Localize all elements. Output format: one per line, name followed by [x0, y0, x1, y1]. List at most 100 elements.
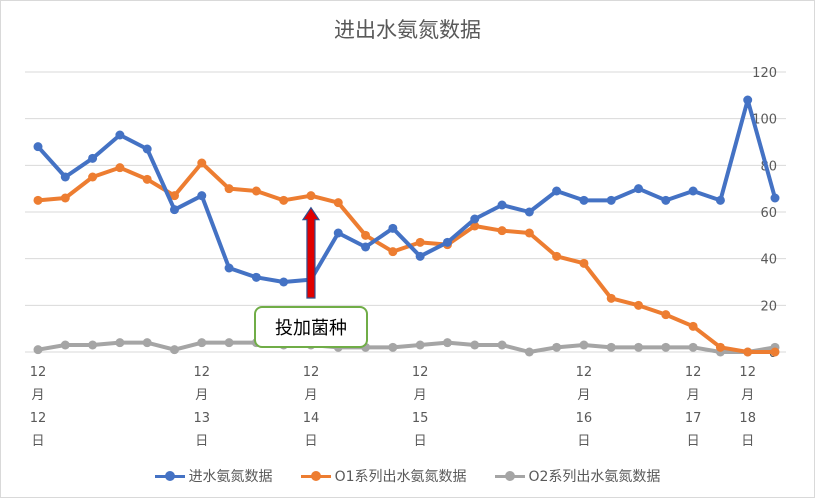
series-2-point-0: [33, 345, 43, 355]
y-tick-40: 40: [760, 253, 777, 268]
annotation-arrow-shape: [301, 206, 321, 299]
series-1-point-7: [224, 184, 234, 194]
series-2-point-6: [197, 338, 207, 348]
y-axis-ticks: 020406080100120: [752, 66, 777, 361]
series-0-point-11: [333, 228, 343, 238]
legend-item-2: O2系列出水氨氮数据: [494, 466, 661, 486]
series-2-point-24: [688, 342, 698, 352]
annotation-label: 投加菌种: [254, 306, 368, 348]
series-0-point-12: [361, 242, 371, 252]
y-tick-20: 20: [760, 299, 777, 314]
series-2-point-3: [115, 338, 125, 348]
series-0-point-22: [634, 184, 644, 194]
series-1-point-17: [497, 226, 507, 236]
series-2-point-18: [524, 347, 534, 357]
series-1-point-26: [743, 347, 753, 357]
series-1-point-23: [661, 310, 671, 320]
series-0-point-25: [715, 195, 725, 205]
y-tick-60: 60: [760, 206, 777, 221]
series-1-point-24: [688, 321, 698, 331]
series-1-point-27: [770, 347, 780, 357]
series-1-point-4: [142, 174, 152, 184]
series-2-point-14: [415, 340, 425, 350]
series-2-point-17: [497, 340, 507, 350]
series-2-point-5: [169, 345, 179, 355]
x-tick-label-20-1: 月: [577, 388, 590, 403]
legend: 进水氨氮数据 O1系列出水氨氮数据 O2系列出水氨氮数据: [0, 466, 815, 486]
x-tick-label-10-2: 14: [303, 411, 320, 426]
series-2-point-4: [142, 338, 152, 348]
series-0-point-26: [743, 95, 753, 105]
x-tick-label-14-0: 12: [412, 365, 429, 380]
series-2-point-21: [606, 342, 616, 352]
series-1-point-8: [251, 186, 261, 196]
series-1-point-21: [606, 293, 616, 303]
series-0-point-18: [524, 207, 534, 217]
series-2-point-7: [224, 338, 234, 348]
x-tick-label-26-3: 日: [741, 434, 754, 449]
x-tick-label-24-1: 月: [687, 388, 700, 403]
series-0-point-17: [497, 200, 507, 210]
series-1-point-3: [115, 163, 125, 173]
x-tick-label-0-3: 日: [31, 434, 44, 449]
x-tick-label-26-2: 18: [739, 411, 756, 426]
series-1-point-20: [579, 258, 589, 268]
series-1-point-2: [88, 172, 98, 182]
annotation-arrow: [301, 206, 321, 299]
series-lines: [33, 95, 780, 357]
x-tick-label-14-2: 15: [412, 411, 429, 426]
series-0-point-14: [415, 251, 425, 261]
series-2-point-19: [552, 342, 562, 352]
series-1-point-22: [634, 300, 644, 310]
x-tick-label-20-3: 日: [577, 434, 590, 449]
series-2-point-23: [661, 342, 671, 352]
series-0-point-20: [579, 195, 589, 205]
series-0-point-23: [661, 195, 671, 205]
legend-swatch-2: [494, 470, 525, 482]
x-tick-label-26-1: 月: [741, 388, 754, 403]
series-1-point-14: [415, 237, 425, 247]
series-0-point-27: [770, 193, 780, 203]
x-tick-label-6-0: 12: [194, 365, 211, 380]
series-2-point-2: [88, 340, 98, 350]
series-0-point-2: [88, 153, 98, 163]
series-0-point-24: [688, 186, 698, 196]
legend-label-2: O2系列出水氨氮数据: [528, 469, 661, 485]
series-2-point-20: [579, 340, 589, 350]
series-0-point-21: [606, 195, 616, 205]
x-tick-label-24-2: 17: [685, 411, 702, 426]
series-1-point-0: [33, 195, 43, 205]
series-1-point-18: [524, 228, 534, 238]
series-1-point-10: [306, 191, 316, 201]
x-tick-label-6-2: 13: [194, 411, 211, 426]
x-tick-label-20-0: 12: [576, 365, 593, 380]
x-tick-label-0-2: 12: [30, 411, 47, 426]
series-2-point-13: [388, 342, 398, 352]
series-0-point-15: [442, 237, 452, 247]
series-1-point-19: [552, 251, 562, 261]
x-tick-label-14-3: 日: [414, 434, 427, 449]
series-0-point-5: [169, 205, 179, 215]
series-1-point-9: [279, 195, 289, 205]
series-1-point-11: [333, 198, 343, 208]
series-0-point-19: [552, 186, 562, 196]
y-tick-120: 120: [752, 66, 777, 81]
series-2-point-1: [60, 340, 70, 350]
series-0-point-1: [60, 172, 70, 182]
gridlines: [25, 71, 786, 353]
x-tick-label-26-0: 12: [739, 365, 756, 380]
x-tick-label-10-1: 月: [304, 388, 317, 403]
x-tick-label-10-0: 12: [303, 365, 320, 380]
x-tick-label-20-2: 16: [576, 411, 593, 426]
series-2-point-22: [634, 342, 644, 352]
x-tick-label-6-1: 月: [195, 388, 208, 403]
series-1-point-25: [715, 342, 725, 352]
series-1-point-6: [197, 158, 207, 168]
series-1-point-5: [169, 191, 179, 201]
x-tick-label-10-3: 日: [304, 434, 317, 449]
series-0-point-13: [388, 223, 398, 233]
x-tick-label-24-0: 12: [685, 365, 702, 380]
series-1-point-13: [388, 247, 398, 257]
